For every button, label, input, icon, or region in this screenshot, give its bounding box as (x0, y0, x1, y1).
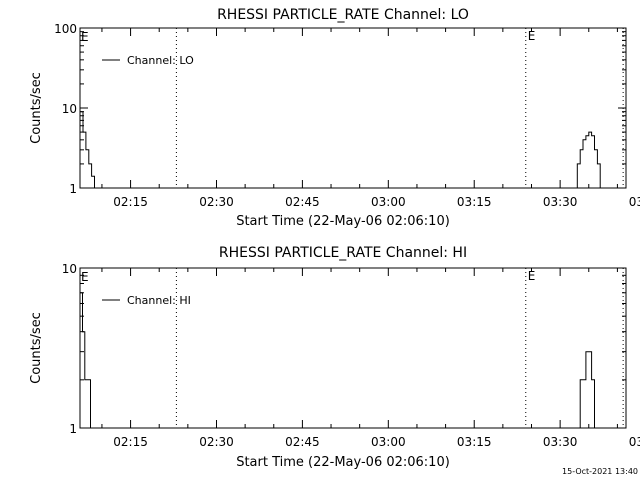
x-tick-label: 03:45 (629, 195, 640, 209)
legend-entry: Channel: LO (127, 54, 194, 67)
legend-entry: Channel: HI (127, 294, 191, 307)
x-tick-label: 03:45 (629, 435, 640, 449)
panel-hi: RHESSI PARTICLE_RATE Channel: HI Start Ti… (29, 245, 640, 470)
y-axis-label: Counts/sec (29, 312, 44, 384)
y-tick-label: 100 (54, 22, 77, 36)
x-tick-label: 02:15 (113, 195, 148, 209)
y-tick-label: 1 (69, 182, 77, 196)
y-tick-label: 10 (62, 262, 77, 276)
y-axis-label: Counts/sec (29, 72, 44, 144)
series-line (80, 292, 91, 428)
x-axis-label: Start Time (22-May-06 02:06:10) (236, 214, 450, 229)
series-line (573, 131, 601, 189)
event-line-label: E (528, 269, 536, 283)
edge-event-label: E (81, 270, 89, 284)
x-axis-label: Start Time (22-May-06 02:06:10) (236, 455, 450, 470)
panel-lo: RHESSI PARTICLE_RATE Channel: LO Start Ti… (29, 7, 640, 229)
x-tick-label: 02:15 (113, 435, 148, 449)
plot-frame (79, 27, 627, 189)
x-tick-label: 02:30 (199, 435, 234, 449)
x-tick-label: 03:00 (371, 435, 406, 449)
series-line (577, 351, 595, 429)
event-line-label: E (528, 29, 536, 43)
x-tick-label: 03:00 (371, 195, 406, 209)
x-tick-label: 02:45 (285, 195, 320, 209)
timestamp-footer: 15-Oct-2021 13:40 (562, 467, 638, 476)
series-line (80, 111, 95, 188)
chart-title: RHESSI PARTICLE_RATE Channel: HI (219, 245, 467, 261)
y-tick-label: 1 (69, 422, 77, 436)
plot-frame (79, 267, 627, 429)
x-tick-label: 03:15 (457, 435, 492, 449)
x-tick-label: 03:30 (543, 195, 578, 209)
x-tick-label: 03:15 (457, 195, 492, 209)
y-tick-label: 10 (62, 102, 77, 116)
edge-event-label: E (81, 30, 89, 44)
x-tick-label: 02:30 (199, 195, 234, 209)
x-tick-label: 03:30 (543, 435, 578, 449)
chart-title: RHESSI PARTICLE_RATE Channel: LO (217, 7, 469, 23)
x-tick-label: 02:45 (285, 435, 320, 449)
